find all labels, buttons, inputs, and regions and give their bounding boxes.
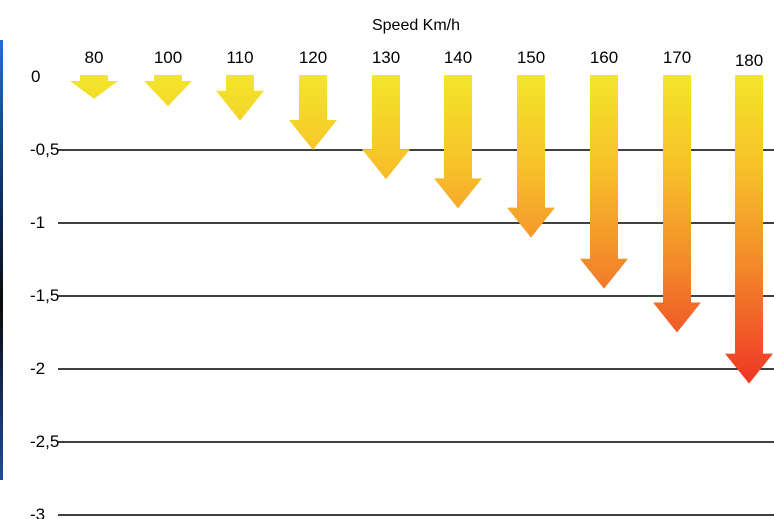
x-tick-label: 120 — [299, 48, 327, 67]
arrow-series — [70, 75, 773, 384]
y-tick-label: -3 — [30, 505, 45, 519]
left-edge-strip — [0, 40, 3, 480]
speed-arrow-150 — [507, 75, 555, 238]
x-tick-label: 80 — [85, 48, 104, 67]
speed-arrow-80 — [70, 75, 118, 99]
speed-arrow-170 — [653, 75, 701, 333]
y-tick-label: -0,5 — [30, 140, 59, 159]
x-tick-label: 130 — [372, 48, 400, 67]
x-tick-label: 180 — [735, 51, 763, 70]
speed-arrow-130 — [362, 75, 410, 180]
x-tick-label: 170 — [663, 48, 691, 67]
grid-lines — [58, 149, 774, 516]
y-tick-label: -1 — [30, 213, 45, 232]
y-axis-ticks: 0 -0,5 -1 -1,5 -2 -2,5 -3 — [30, 67, 59, 519]
x-axis-ticks: 80 100 110 120 130 140 150 160 170 180 — [85, 48, 764, 70]
y-tick-label: -2 — [30, 359, 45, 378]
x-tick-label: 110 — [226, 48, 253, 67]
y-tick-label: 0 — [31, 67, 40, 86]
x-tick-label: 150 — [517, 48, 545, 67]
speed-arrow-180 — [725, 75, 773, 384]
y-tick-label: -2,5 — [30, 432, 59, 451]
speed-arrow-100 — [144, 75, 192, 107]
y-tick-label: -1,5 — [30, 286, 59, 305]
speed-arrow-110 — [216, 75, 264, 121]
speed-arrow-140 — [434, 75, 482, 209]
speed-arrow-120 — [289, 75, 337, 150]
x-tick-label: 140 — [444, 48, 472, 67]
speed-arrow-160 — [580, 75, 628, 289]
chart-title: Speed Km/h — [372, 17, 460, 34]
x-tick-label: 160 — [590, 48, 618, 67]
x-tick-label: 100 — [154, 48, 182, 67]
